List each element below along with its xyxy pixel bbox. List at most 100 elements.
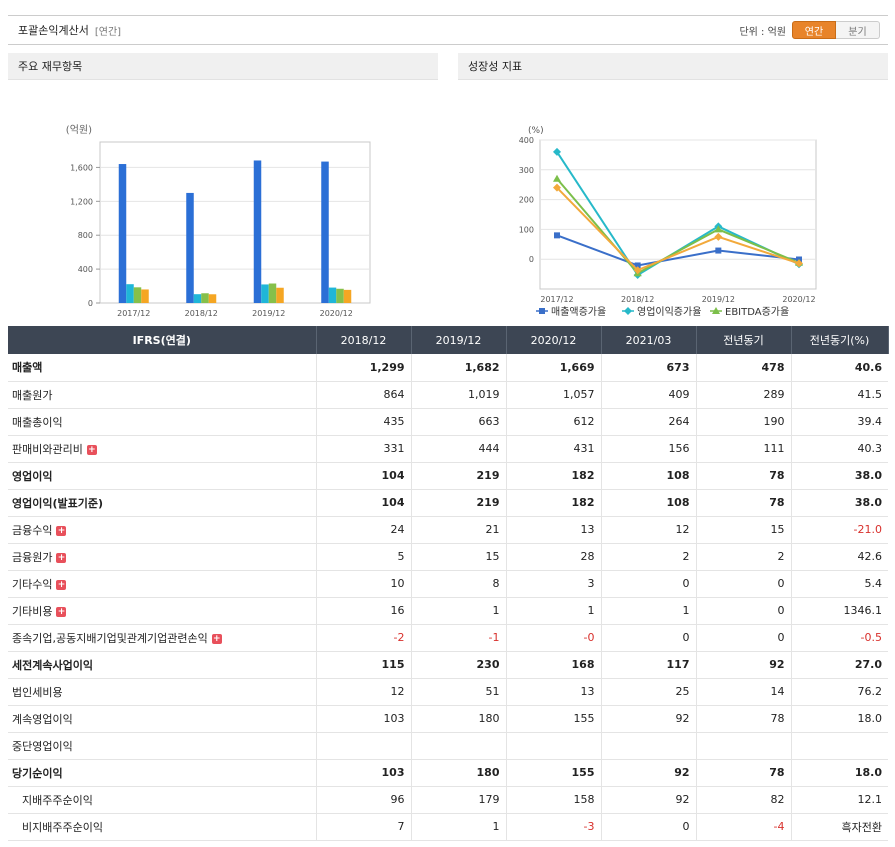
table-cell: 78: [696, 705, 792, 733]
table-cell: 40.3: [791, 435, 888, 463]
column-header: 2019/12: [411, 326, 507, 354]
table-cell: 78: [696, 462, 792, 490]
table-cell: -4: [696, 813, 792, 841]
y-tick-label: 400: [78, 265, 93, 274]
statement-title: 포괄손익계산서: [18, 24, 89, 37]
income-statement-table: IFRS(연결) 2018/12 2019/12 2020/12 2021/03 전년동기…: [8, 326, 889, 841]
row-label-text: 매출총이익: [12, 415, 63, 429]
table-cell: 25: [601, 678, 697, 706]
table-header-row: IFRS(연결) 2018/12 2019/12 2020/12 2021/03 전년동기…: [8, 326, 889, 354]
table-cell: 28: [506, 543, 602, 571]
table-cell: 104: [316, 489, 412, 517]
expand-icon[interactable]: +: [56, 579, 67, 590]
table-row: 당기순이익 103 180 155 92 78 18.0: [8, 759, 888, 787]
row-label-text: 비지배주주순이익: [22, 820, 103, 834]
legend-label: 영업이익증가율: [637, 305, 701, 318]
data-point: [553, 147, 561, 156]
table-cell: 444: [411, 435, 507, 463]
expand-icon[interactable]: +: [56, 552, 67, 563]
table-cell: 1,019: [411, 381, 507, 409]
table-row: 중단영업이익: [8, 732, 888, 760]
expand-icon[interactable]: +: [211, 633, 222, 644]
row-label: 금융원가 +: [8, 543, 317, 571]
x-tick-label: 2017/12: [540, 295, 573, 304]
series-line: [556, 234, 800, 267]
table-cell: 673: [601, 354, 697, 382]
legend-label: EBITDA증가율: [725, 306, 789, 318]
row-label-text: 기타수익: [12, 577, 53, 591]
row-label-text: 기타비용: [12, 604, 53, 618]
row-label-text: 지배주주순이익: [22, 793, 93, 807]
data-point: [553, 183, 561, 192]
column-header: 2020/12: [506, 326, 602, 354]
unit-label: 단위 : 억원: [739, 26, 786, 38]
table-cell: 15: [411, 543, 507, 571]
table-cell: 0: [601, 813, 697, 841]
table-cell: 230: [411, 651, 507, 679]
bar: [186, 192, 194, 303]
row-label: 매출총이익: [8, 408, 317, 436]
data-point: [712, 307, 720, 314]
row-label: 기타비용 +: [8, 597, 317, 625]
row-label: 영업이익: [8, 462, 317, 490]
table-cell: -21.0: [791, 516, 888, 544]
table-cell: 182: [506, 462, 602, 490]
table-cell: 663: [411, 408, 507, 436]
table-row: 지배주주순이익 96 179 158 92 82 12.1: [8, 786, 888, 814]
expand-icon[interactable]: +: [86, 444, 97, 455]
table-row: 기타비용 +16 1 1 1 0 1346.1: [8, 597, 888, 625]
data-point: [634, 262, 641, 269]
table-cell: 156: [601, 435, 697, 463]
table-cell: 13: [506, 516, 602, 544]
table-cell: 39.4: [791, 408, 888, 436]
row-label-text: 당기순이익: [12, 766, 63, 780]
bar: [261, 284, 269, 303]
expand-icon[interactable]: +: [56, 525, 67, 536]
table-cell: 92: [696, 651, 792, 679]
table-cell: [601, 732, 697, 760]
table-cell: 190: [696, 408, 792, 436]
table-cell: 108: [601, 489, 697, 517]
table-row: 계속영업이익 103 180 155 92 78 18.0: [8, 705, 888, 733]
table-cell: 168: [506, 651, 602, 679]
x-tick-label: 2020/12: [782, 295, 815, 304]
table-cell: 2: [696, 543, 792, 571]
table-cell: 42.6: [791, 543, 888, 571]
bar: [141, 289, 149, 303]
table-cell: 27.0: [791, 651, 888, 679]
quarter-toggle-button[interactable]: 분기: [836, 21, 880, 39]
row-label: 세전계속사업이익: [8, 651, 317, 679]
row-label-text: 계속영업이익: [12, 712, 73, 726]
table-row: 영업이익(발표기준) 104 219 182 108 78 38.0: [8, 489, 888, 517]
table-cell: 0: [696, 624, 792, 652]
y-axis-label: (%): [528, 126, 544, 136]
table-cell: 179: [411, 786, 507, 814]
table-cell: 1,057: [506, 381, 602, 409]
table-cell: 1: [601, 597, 697, 625]
table-cell: 21: [411, 516, 507, 544]
column-header: 2021/03: [601, 326, 697, 354]
bar: [336, 288, 344, 303]
row-label-text: 종속기업,공동지배기업및관계기업관련손익: [12, 631, 208, 645]
y-tick-label: 200: [519, 196, 534, 205]
y-tick-label: 0: [529, 255, 534, 264]
row-label-text: 매출액: [12, 361, 43, 375]
bar: [126, 284, 134, 303]
table-row: 비지배주주순이익 7 1 -3 0 -4 흑자전환: [8, 813, 888, 841]
table-cell: 78: [696, 489, 792, 517]
row-label-text: 세전계속사업이익: [12, 658, 93, 672]
table-cell: 180: [411, 759, 507, 787]
table-cell: 82: [696, 786, 792, 814]
column-header: IFRS(연결): [8, 326, 317, 354]
annual-toggle-button[interactable]: 연간: [792, 21, 836, 39]
x-tick-label: 2020/12: [320, 309, 353, 318]
table-cell: [506, 732, 602, 760]
row-label: 법인세비용: [8, 678, 317, 706]
table-cell: 103: [316, 759, 412, 787]
y-tick-label: 1,600: [70, 163, 93, 172]
expand-icon[interactable]: +: [56, 606, 67, 617]
table-cell: 18.0: [791, 759, 888, 787]
row-label-text: 법인세비용: [12, 685, 63, 699]
table-row: 매출총이익 435 663 612 264 190 39.4: [8, 408, 888, 436]
row-label: 매출액: [8, 354, 317, 382]
